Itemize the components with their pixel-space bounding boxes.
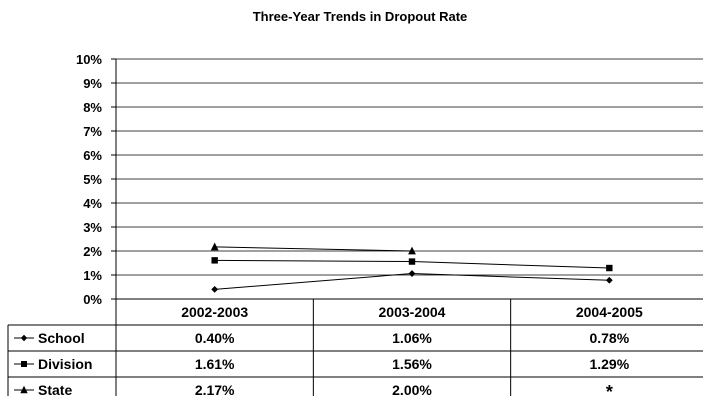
y-tick-label: 7%: [83, 124, 102, 139]
table-cell-value: 2.17%: [195, 382, 235, 396]
series-lines: [210, 242, 613, 293]
category-label: 2003-2004: [379, 304, 446, 320]
data-table: 2002-2003 2003-2004 2004-2005 School 0.40% 1.…: [7, 298, 703, 396]
table-cell-value: 1.29%: [589, 356, 629, 372]
point-marker: [606, 264, 613, 272]
y-tick-labels: 0% 1% 2% 3% 4% 5% 6% 7% 8% 9% 10%: [76, 52, 102, 307]
gridlines: [116, 58, 703, 276]
table-cell-value: 0.78%: [589, 330, 629, 346]
y-tick-label: 2%: [83, 244, 102, 259]
point-marker: [605, 276, 613, 284]
table-cell-value: 1.06%: [392, 330, 432, 346]
y-tick-label: 8%: [83, 100, 102, 115]
table-cell-value: 1.61%: [195, 356, 235, 372]
axes: [111, 58, 117, 300]
y-tick-label: 5%: [83, 172, 102, 187]
y-tick-label: 3%: [83, 220, 102, 235]
point-marker: [408, 270, 416, 277]
point-marker: [21, 361, 27, 367]
series-line: [214, 246, 413, 252]
table-cell-value: 1.56%: [392, 356, 432, 372]
y-tick-label: 0%: [83, 292, 102, 307]
legend-label: School: [38, 330, 85, 346]
table-cell-value: 0.40%: [195, 330, 235, 346]
point-marker: [211, 286, 219, 293]
point-marker: [210, 242, 219, 251]
legend-label: Division: [38, 356, 92, 372]
series-state: [210, 242, 416, 255]
table-cell-value: 2.00%: [392, 382, 432, 396]
category-label: 2002-2003: [181, 304, 248, 320]
legend-label: State: [38, 382, 72, 396]
point-marker: [211, 257, 218, 264]
category-label: 2004-2005: [576, 304, 643, 320]
point-marker: [408, 258, 416, 265]
y-tick-label: 1%: [83, 268, 102, 283]
y-tick-label: 6%: [83, 148, 102, 163]
point-marker: [20, 385, 28, 394]
y-tick-label: 10%: [76, 52, 102, 67]
series-division: [211, 257, 613, 272]
table-cell-value: *: [606, 382, 613, 396]
chart-title: Three-Year Trends in Dropout Rate: [253, 9, 468, 24]
point-marker: [20, 334, 28, 342]
y-tick-label: 9%: [83, 76, 102, 91]
series-school: [211, 270, 613, 293]
y-tick-label: 4%: [83, 196, 102, 211]
point-marker: [408, 246, 416, 255]
